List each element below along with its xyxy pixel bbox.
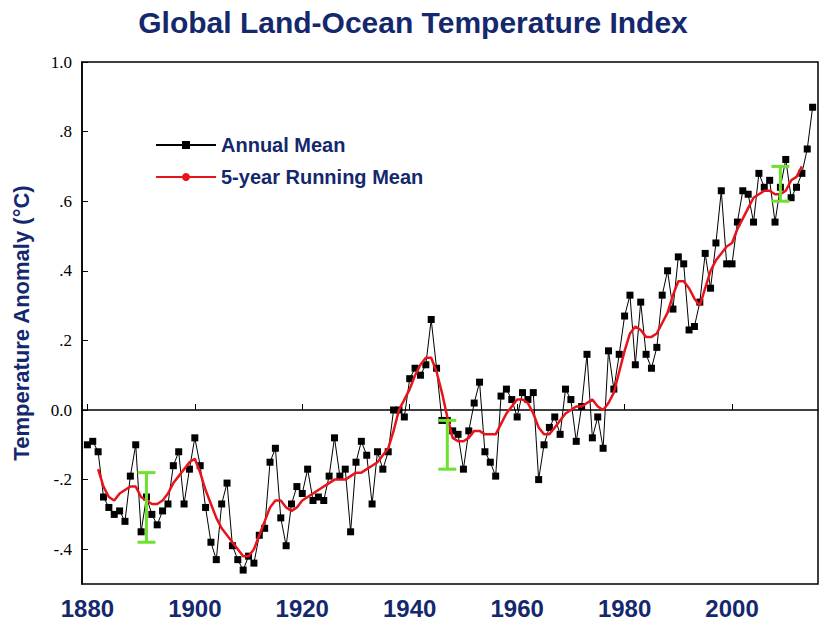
svg-text:1960: 1960 xyxy=(490,595,543,622)
svg-text:.2: .2 xyxy=(59,331,72,350)
svg-text:0.0: 0.0 xyxy=(51,401,72,420)
svg-text:-.2: -.2 xyxy=(54,470,72,489)
svg-text:1880: 1880 xyxy=(61,595,114,622)
svg-text:1920: 1920 xyxy=(276,595,329,622)
svg-text:.4: .4 xyxy=(59,261,72,280)
svg-text:2000: 2000 xyxy=(705,595,758,622)
svg-text:Annual Mean: Annual Mean xyxy=(221,134,345,156)
svg-text:.8: .8 xyxy=(59,122,72,141)
svg-text:1940: 1940 xyxy=(383,595,436,622)
svg-text:.6: .6 xyxy=(59,192,72,211)
svg-text:1980: 1980 xyxy=(598,595,651,622)
svg-text:-.4: -.4 xyxy=(54,540,73,559)
svg-text:5-year Running Mean: 5-year Running Mean xyxy=(221,166,423,188)
svg-text:1.0: 1.0 xyxy=(51,53,72,72)
svg-text:Global Land-Ocean Temperature: Global Land-Ocean Temperature Index xyxy=(138,6,688,39)
svg-text:1900: 1900 xyxy=(168,595,221,622)
svg-text:Temperature Anomaly (°C): Temperature Anomaly (°C) xyxy=(9,185,34,460)
